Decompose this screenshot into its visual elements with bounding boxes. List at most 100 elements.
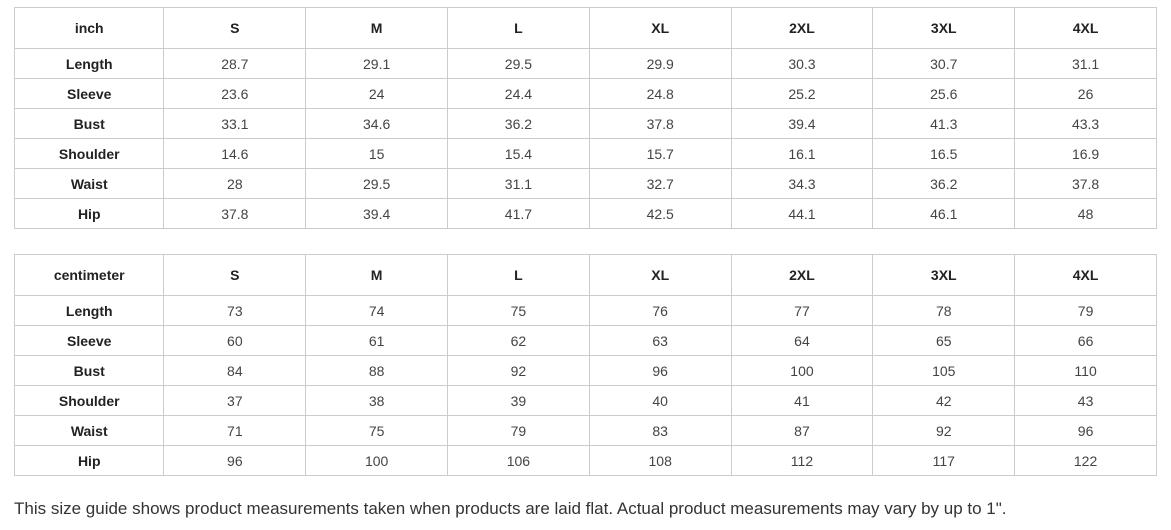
value-cell: 79 — [447, 415, 590, 446]
table-row: Waist 28 29.5 31.1 32.7 34.3 36.2 37.8 — [13, 168, 1157, 199]
header-row: centimeter S M L XL 2XL 3XL 4XL — [13, 254, 1157, 296]
table-row: Sleeve 60 61 62 63 64 65 66 — [13, 325, 1157, 356]
value-cell: 31.1 — [447, 168, 590, 199]
value-cell: 29.5 — [305, 168, 449, 199]
value-cell: 38 — [305, 385, 449, 416]
size-table-centimeter: centimeter S M L XL 2XL 3XL 4XL Length 73 74 75 76 7… — [13, 254, 1157, 476]
value-cell: 16.5 — [872, 138, 1016, 169]
value-cell: 41.3 — [872, 108, 1016, 139]
value-cell: 77 — [730, 295, 874, 326]
value-cell: 110 — [1014, 355, 1157, 386]
value-cell: 74 — [305, 295, 449, 326]
measurement-label-cell: Hip — [13, 445, 165, 476]
value-cell: 41.7 — [447, 198, 590, 229]
value-cell: 71 — [163, 415, 307, 446]
size-header-cell: L — [447, 254, 590, 296]
value-cell: 37.8 — [163, 198, 307, 229]
value-cell: 14.6 — [163, 138, 307, 169]
value-cell: 42.5 — [588, 198, 732, 229]
size-header-cell: 2XL — [730, 254, 874, 296]
value-cell: 65 — [872, 325, 1016, 356]
value-cell: 15 — [305, 138, 449, 169]
header-row: inch S M L XL 2XL 3XL 4XL — [13, 7, 1157, 49]
value-cell: 75 — [447, 295, 590, 326]
table-row: Bust 84 88 92 96 100 105 110 — [13, 355, 1157, 386]
size-header-cell: M — [305, 254, 449, 296]
value-cell: 30.7 — [872, 48, 1016, 79]
table-row: Length 28.7 29.1 29.5 29.9 30.3 30.7 31.1 — [13, 48, 1157, 79]
value-cell: 92 — [872, 415, 1016, 446]
table-row: Hip 37.8 39.4 41.7 42.5 44.1 46.1 48 — [13, 198, 1157, 229]
value-cell: 61 — [305, 325, 449, 356]
value-cell: 15.7 — [588, 138, 732, 169]
size-table-inch-body: Length 28.7 29.1 29.5 29.9 30.3 30.7 31.1 Sleeve… — [13, 48, 1157, 229]
value-cell: 63 — [588, 325, 732, 356]
value-cell: 112 — [730, 445, 874, 476]
value-cell: 29.9 — [588, 48, 732, 79]
size-table-inch: inch S M L XL 2XL 3XL 4XL Length 28.7 29.1 29.5 29.… — [13, 7, 1157, 229]
value-cell: 43.3 — [1014, 108, 1157, 139]
value-cell: 28 — [163, 168, 307, 199]
value-cell: 108 — [588, 445, 732, 476]
size-header-cell: S — [163, 254, 307, 296]
value-cell: 62 — [447, 325, 590, 356]
value-cell: 25.6 — [872, 78, 1016, 109]
unit-header-cell: inch — [13, 7, 165, 49]
value-cell: 16.1 — [730, 138, 874, 169]
value-cell: 48 — [1014, 198, 1157, 229]
size-header-cell: 2XL — [730, 7, 874, 49]
table-row: Waist 71 75 79 83 87 92 96 — [13, 415, 1157, 446]
value-cell: 105 — [872, 355, 1016, 386]
value-cell: 25.2 — [730, 78, 874, 109]
size-header-cell: 3XL — [872, 7, 1016, 49]
value-cell: 28.7 — [163, 48, 307, 79]
value-cell: 24.4 — [447, 78, 590, 109]
value-cell: 37.8 — [1014, 168, 1157, 199]
size-header-cell: M — [305, 7, 449, 49]
value-cell: 75 — [305, 415, 449, 446]
value-cell: 83 — [588, 415, 732, 446]
value-cell: 24 — [305, 78, 449, 109]
table-row: Length 73 74 75 76 77 78 79 — [13, 295, 1157, 326]
value-cell: 30.3 — [730, 48, 874, 79]
value-cell: 96 — [163, 445, 307, 476]
measurement-label-cell: Hip — [13, 198, 165, 229]
table-row: Shoulder 14.6 15 15.4 15.7 16.1 16.5 16.9 — [13, 138, 1157, 169]
value-cell: 31.1 — [1014, 48, 1157, 79]
value-cell: 36.2 — [447, 108, 590, 139]
value-cell: 73 — [163, 295, 307, 326]
size-table-centimeter-header: centimeter S M L XL 2XL 3XL 4XL — [13, 254, 1157, 296]
value-cell: 66 — [1014, 325, 1157, 356]
table-row: Sleeve 23.6 24 24.4 24.8 25.2 25.6 26 — [13, 78, 1157, 109]
value-cell: 92 — [447, 355, 590, 386]
value-cell: 60 — [163, 325, 307, 356]
value-cell: 76 — [588, 295, 732, 326]
value-cell: 33.1 — [163, 108, 307, 139]
value-cell: 15.4 — [447, 138, 590, 169]
size-header-cell: XL — [588, 7, 732, 49]
value-cell: 34.3 — [730, 168, 874, 199]
value-cell: 37.8 — [588, 108, 732, 139]
value-cell: 64 — [730, 325, 874, 356]
measurement-label-cell: Bust — [13, 355, 165, 386]
value-cell: 41 — [730, 385, 874, 416]
value-cell: 29.1 — [305, 48, 449, 79]
size-table-centimeter-body: Length 73 74 75 76 77 78 79 Sleeve 60 61 62 63 64 65 66… — [13, 295, 1157, 476]
measurement-label-cell: Shoulder — [13, 138, 165, 169]
size-guide-note: This size guide shows product measuremen… — [14, 499, 1007, 518]
value-cell: 23.6 — [163, 78, 307, 109]
value-cell: 37 — [163, 385, 307, 416]
measurement-label-cell: Shoulder — [13, 385, 165, 416]
measurement-label-cell: Bust — [13, 108, 165, 139]
value-cell: 117 — [872, 445, 1016, 476]
value-cell: 29.5 — [447, 48, 590, 79]
value-cell: 39.4 — [730, 108, 874, 139]
value-cell: 16.9 — [1014, 138, 1157, 169]
measurement-label-cell: Waist — [13, 168, 165, 199]
size-header-cell: XL — [588, 254, 732, 296]
value-cell: 96 — [588, 355, 732, 386]
table-row: Shoulder 37 38 39 40 41 42 43 — [13, 385, 1157, 416]
value-cell: 39 — [447, 385, 590, 416]
measurement-label-cell: Length — [13, 295, 165, 326]
